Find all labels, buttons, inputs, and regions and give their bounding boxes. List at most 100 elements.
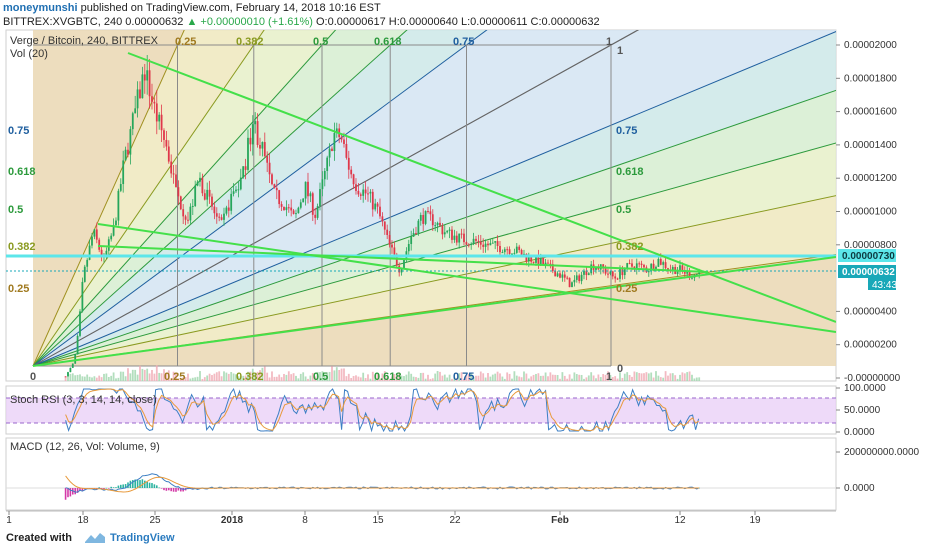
volume-bar <box>316 371 319 381</box>
volume-bar <box>345 376 348 381</box>
macd-hist-bar <box>103 488 105 490</box>
macd-hist-bar <box>122 484 124 488</box>
candle-body <box>311 193 314 215</box>
volume-bar <box>609 374 612 381</box>
volume-bar <box>431 378 434 381</box>
candle-body <box>93 229 96 237</box>
volume-bar <box>311 372 314 381</box>
trend-lines[interactable] <box>32 52 836 367</box>
volume-bar <box>453 377 456 381</box>
candle-body <box>477 240 480 242</box>
candle-body <box>532 261 535 263</box>
volume-bar <box>520 377 523 381</box>
author-link[interactable]: moneymunshi <box>3 2 78 14</box>
close-value: C:0.00000632 <box>530 16 600 28</box>
candle-body <box>662 262 665 265</box>
macd-hist-bar <box>139 480 141 488</box>
candle-body <box>201 177 204 194</box>
time-tick-label: 8 <box>302 515 308 526</box>
stoch-tick-label: 50.0000 <box>844 405 881 416</box>
candle-body <box>547 262 549 264</box>
volume-bar <box>115 378 117 381</box>
volume-bar <box>364 378 367 381</box>
volume-bar <box>475 375 477 381</box>
volume-bar <box>148 373 151 381</box>
macd-hist-bar <box>81 488 84 491</box>
candle-body <box>489 243 492 246</box>
volume-bar <box>395 375 398 381</box>
candle-body <box>352 174 355 185</box>
volume-bar <box>297 378 300 381</box>
time-axis[interactable]: 1 18 25 2018 8 15 22 Feb 12 19 <box>6 510 836 526</box>
macd-hist-bar <box>69 488 72 497</box>
candle-body <box>326 157 329 171</box>
fib-fan-ray <box>32 195 836 367</box>
candle-body <box>369 191 372 194</box>
candle-body <box>417 220 420 234</box>
stoch-band <box>6 398 836 423</box>
volume-bar <box>441 375 444 381</box>
volume-bar <box>362 372 365 381</box>
candle-body <box>479 241 482 245</box>
fib-fan-ray <box>32 30 408 367</box>
fib-fan-ray <box>32 30 337 367</box>
candle-body <box>439 222 441 226</box>
volume-bar <box>439 371 441 381</box>
candle-body <box>664 262 667 269</box>
candle-body <box>403 259 405 270</box>
volume-bar <box>647 373 650 381</box>
candle-body <box>343 139 345 144</box>
volume-bar <box>93 376 96 381</box>
volume-bar <box>482 373 485 381</box>
volume-bar <box>88 376 91 381</box>
candle-body <box>494 241 497 243</box>
macd-pane <box>5 437 837 511</box>
candle-body <box>69 367 72 373</box>
volume-bar <box>86 374 89 381</box>
candle-body <box>590 264 593 274</box>
candle-body <box>88 245 91 260</box>
candle-body <box>153 101 156 104</box>
volume-bar <box>691 374 693 381</box>
candle-body <box>388 235 391 245</box>
volume-bar <box>554 374 557 381</box>
candle-body <box>554 271 557 277</box>
volume-bar <box>491 374 494 381</box>
volume-bar <box>645 372 648 381</box>
volume-bar <box>489 376 492 381</box>
tradingview-brand-link[interactable]: TradingView <box>110 532 175 544</box>
volume-bar <box>638 372 641 381</box>
candle-body <box>379 206 381 217</box>
time-tick-label: 15 <box>372 515 384 526</box>
fib-edge-label: 0 <box>617 363 623 375</box>
candle-body <box>273 184 276 188</box>
high-value: H:0.00000640 <box>388 16 458 28</box>
macd-hist-bar <box>163 488 165 491</box>
price-axis[interactable]: 0.00002000 0.00001800 0.00001600 0.00001400… <box>836 40 901 384</box>
volume-bar <box>674 375 677 381</box>
volume-bar <box>95 377 98 381</box>
time-tick-label: 2018 <box>221 515 244 526</box>
candle-body <box>455 235 458 243</box>
candle-body <box>446 230 449 233</box>
candle-body <box>676 270 679 274</box>
candle-body <box>110 235 113 240</box>
candle-body <box>688 270 691 278</box>
volume-bar <box>547 376 549 381</box>
candle-body <box>235 189 237 192</box>
time-tick-label: 12 <box>674 515 686 526</box>
stoch-lines <box>65 387 700 433</box>
candle-body <box>290 207 293 211</box>
candle-body <box>323 170 326 180</box>
chart-area[interactable]: 0.75 0.618 0.5 0.382 0.25 0.25 0.382 0.5… <box>0 0 932 530</box>
volume-bar <box>273 376 276 381</box>
volume-bar <box>343 368 345 381</box>
fib-fan-ray <box>32 30 185 367</box>
volume-bar <box>580 374 583 381</box>
stoch-d-line <box>65 388 699 432</box>
candle-body <box>151 96 153 102</box>
volume-bar <box>158 372 161 381</box>
volume-label: Vol (20) <box>10 48 48 60</box>
candle-body <box>239 177 242 190</box>
volume-bar <box>67 372 69 381</box>
